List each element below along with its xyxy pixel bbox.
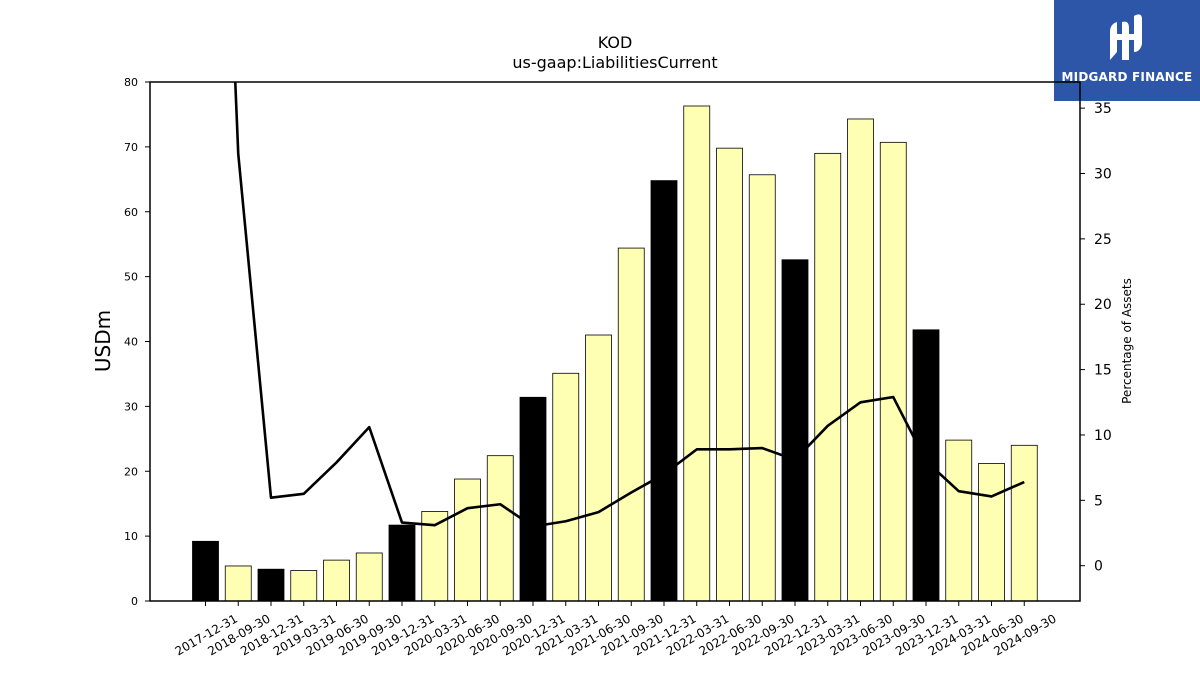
bar-2020-06-30 [454,478,481,602]
bar-2018-12-31 [257,568,285,602]
y2-tick-label: 15 [1094,363,1112,379]
bar-2022-09-30 [748,174,776,602]
bar-2021-12-31 [650,180,678,602]
bar-2020-09-30 [486,455,514,602]
x-axis: 2017-12-312018-09-302018-12-312019-03-31… [173,601,1059,658]
y-tick-label: 10 [124,530,138,543]
y2-tick-label: 20 [1094,297,1112,313]
y2-axis-label: Percentage of Assets [1120,278,1134,404]
bar-2023-03-31 [814,152,842,602]
bar-2022-12-31 [781,259,809,602]
y2-tick-label: 25 [1094,232,1112,248]
bar-2024-09-30 [1010,444,1038,602]
bar-2019-06-30 [323,559,350,602]
y2-tick-label: 10 [1094,428,1112,444]
bar-2022-06-30 [716,147,743,602]
chart-subtitle: us-gaap:LiabilitiesCurrent [512,53,717,72]
bar-2023-09-30 [879,141,907,602]
bar-2022-03-31 [683,105,711,602]
bar-2024-06-30 [978,463,1005,602]
bar-2020-12-31 [519,396,547,602]
chart-title: KOD [598,33,633,52]
y2-tick-label: 35 [1094,101,1112,117]
y2-tick-label: 0 [1094,559,1103,575]
bar-2018-09-30 [224,565,252,602]
y-tick-label: 40 [124,336,138,349]
y-tick-label: 30 [124,400,138,413]
y-axis-label: USDm [91,310,115,372]
y-tick-label: 20 [124,465,138,478]
y2-tick-label: 30 [1094,167,1112,183]
bar-2021-09-30 [617,247,645,602]
brand-logo: MIDGARD FINANCE [1054,0,1200,101]
bar-2019-12-31 [388,524,416,602]
y-tick-label: 80 [124,76,138,89]
midgard-logo-icon [1110,14,1142,61]
plot-frame [149,81,1081,602]
bar-2021-03-31 [552,372,580,602]
bar-2024-03-31 [945,439,973,602]
y-tick-label: 50 [124,271,138,284]
bars-layer [192,105,1038,602]
line-layer [233,82,1025,528]
bar-2019-03-31 [290,570,318,602]
bar-2023-12-31 [912,329,940,602]
y2-axis: 0 5 10 15 20 25 30 35 [1080,101,1112,575]
y-tick-label: 70 [124,141,138,154]
bar-2019-09-30 [355,552,383,602]
y2-tick-label: 5 [1094,493,1103,509]
y-axis: 0 10 20 30 40 50 60 70 80 [124,76,150,608]
y-tick-label: 60 [124,206,138,219]
bar-2021-06-30 [585,334,612,602]
line-series-pct-assets [233,82,1025,528]
bar-2017-12-31 [192,540,219,602]
y-tick-label: 0 [131,595,138,608]
bar-2023-06-30 [847,118,874,602]
brand-name: MIDGARD FINANCE [1061,70,1193,84]
